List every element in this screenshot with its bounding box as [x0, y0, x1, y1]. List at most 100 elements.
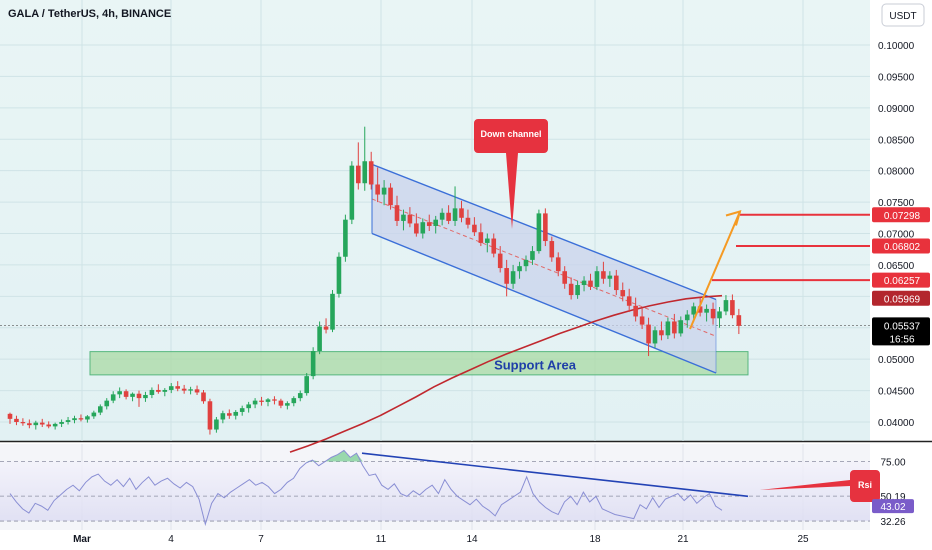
candle-body [607, 275, 613, 279]
candle-body [388, 187, 393, 206]
currency-button[interactable]: USDT [881, 3, 925, 27]
candle-body [730, 300, 735, 316]
candle [278, 398, 284, 409]
candle [233, 410, 239, 420]
candle [156, 384, 161, 394]
countdown-text: 16:56 [889, 334, 914, 345]
candle-body [691, 306, 696, 315]
candle [7, 412, 13, 424]
down-channel-label: Down channel [480, 129, 541, 139]
candle-body [710, 308, 716, 319]
candle [72, 415, 77, 424]
candle-body [549, 241, 555, 258]
candle-body [207, 401, 213, 430]
rsi-label: Rsi [858, 480, 872, 490]
candle-body [491, 238, 497, 254]
candle-body [175, 386, 180, 389]
candle-body [368, 161, 374, 185]
candle [555, 252, 561, 277]
candle-body [239, 408, 245, 412]
candle-body [652, 330, 658, 344]
channel-lower-line [371, 232, 717, 374]
candle-body [426, 222, 432, 226]
candle [149, 387, 155, 399]
rsi-current-text: 43.02 [880, 502, 905, 513]
candle-body [227, 413, 232, 416]
channel-midline [371, 198, 717, 337]
candle [736, 308, 742, 335]
candle [381, 180, 387, 206]
candle [162, 388, 168, 397]
candle [510, 264, 516, 289]
candle-body [259, 400, 264, 402]
candle-body [98, 406, 103, 413]
candle-body [233, 411, 239, 416]
candle-body [59, 422, 64, 424]
candle-body [394, 205, 400, 221]
candle [168, 383, 174, 394]
candle-body [27, 423, 32, 426]
candle-body [356, 165, 361, 184]
candle [581, 276, 587, 292]
candle-body [117, 391, 122, 395]
candle [568, 277, 574, 300]
candle-body [536, 213, 542, 252]
candle [639, 307, 645, 330]
rsi-tick-label: 50.19 [880, 492, 905, 503]
rsi-tick-label: 32.26 [880, 517, 905, 528]
rsi-band [0, 461, 870, 522]
candle [491, 233, 497, 258]
time-tick-label: 21 [677, 534, 689, 545]
candle-body [523, 259, 529, 267]
candle [665, 317, 671, 340]
candle [52, 422, 58, 430]
candle-body [78, 418, 84, 420]
candle [104, 398, 110, 410]
rsi-callout: Rsi [760, 470, 880, 502]
candle [246, 401, 251, 413]
rsi-current-badge [872, 499, 914, 514]
candle-body [156, 389, 161, 392]
time-tick-label: 7 [258, 534, 264, 545]
candle-body [568, 283, 574, 296]
candle [188, 386, 193, 395]
candle-body [304, 376, 309, 394]
candle [39, 418, 45, 428]
candle [130, 392, 135, 402]
candle [27, 419, 32, 429]
callout-bubble [474, 119, 548, 229]
candle-body [291, 398, 297, 404]
candle [652, 326, 658, 348]
support-area-layer: Support Area [89, 351, 749, 376]
channel-fill [372, 164, 716, 373]
price-tick-label: 0.04000 [878, 418, 915, 429]
candle [717, 307, 722, 328]
arrow-head [725, 210, 742, 226]
candle [252, 398, 258, 409]
candle-body [20, 422, 26, 424]
candle [678, 316, 684, 337]
candle-body [278, 400, 284, 406]
candle-body [143, 394, 148, 399]
target-levels [712, 213, 870, 282]
candle-body [330, 293, 335, 330]
candle [317, 321, 322, 355]
candle [220, 410, 226, 424]
candle-body [194, 389, 200, 393]
candle-body [420, 222, 426, 234]
candle [543, 208, 548, 247]
candle [446, 205, 451, 225]
candle [265, 398, 271, 407]
price-label-last [872, 317, 930, 346]
candle-body [472, 224, 477, 233]
candle-body [439, 212, 445, 220]
candle-body [633, 305, 638, 317]
arrow-shaft [689, 211, 741, 330]
candle [323, 318, 329, 334]
candle-body [723, 300, 729, 312]
support-area-zone [89, 351, 749, 376]
candle [297, 390, 303, 402]
candle-body [85, 416, 90, 420]
candle [330, 290, 335, 333]
candle [594, 266, 600, 291]
